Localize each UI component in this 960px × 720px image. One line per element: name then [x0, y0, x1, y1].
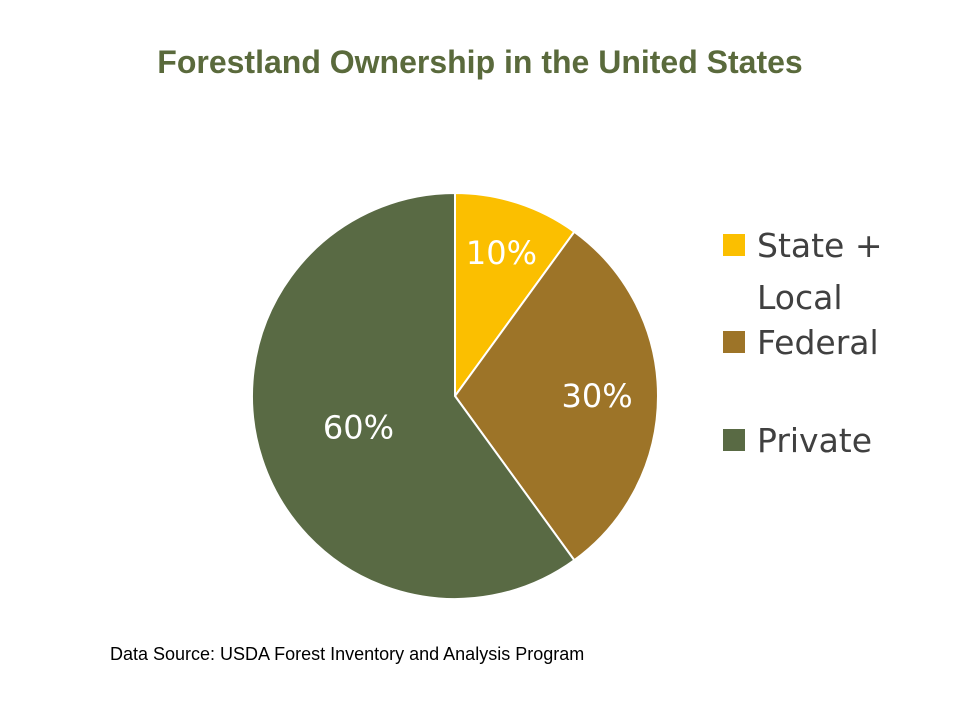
legend-label-federal: Federal	[757, 323, 879, 362]
legend-swatch-private	[723, 429, 745, 451]
slice-federal	[453, 230, 659, 562]
slice-state-local	[454, 191, 576, 400]
pie-slices	[251, 191, 659, 600]
legend-label-state-local: State + Local	[757, 226, 883, 317]
data-label-federal: 30%	[562, 377, 633, 415]
slice-private	[251, 191, 576, 600]
legend-entry-private: Private	[723, 421, 872, 460]
legend-swatch-state-local	[723, 234, 745, 256]
data-label-private: 60%	[323, 408, 394, 446]
legend-entry-federal: Federal	[723, 323, 879, 362]
legend: State + Local Federal Private	[723, 226, 883, 460]
data-source-note: Data Source: USDA Forest Inventory and A…	[110, 644, 585, 664]
legend-label-private: Private	[757, 421, 872, 460]
data-labels: 10% 30% 60%	[323, 234, 633, 446]
data-label-state-local: 10%	[466, 234, 537, 272]
legend-entry-state-local: State + Local	[723, 226, 883, 317]
legend-swatch-federal	[723, 331, 745, 353]
chart-title: Forestland Ownership in the United State…	[157, 44, 803, 80]
